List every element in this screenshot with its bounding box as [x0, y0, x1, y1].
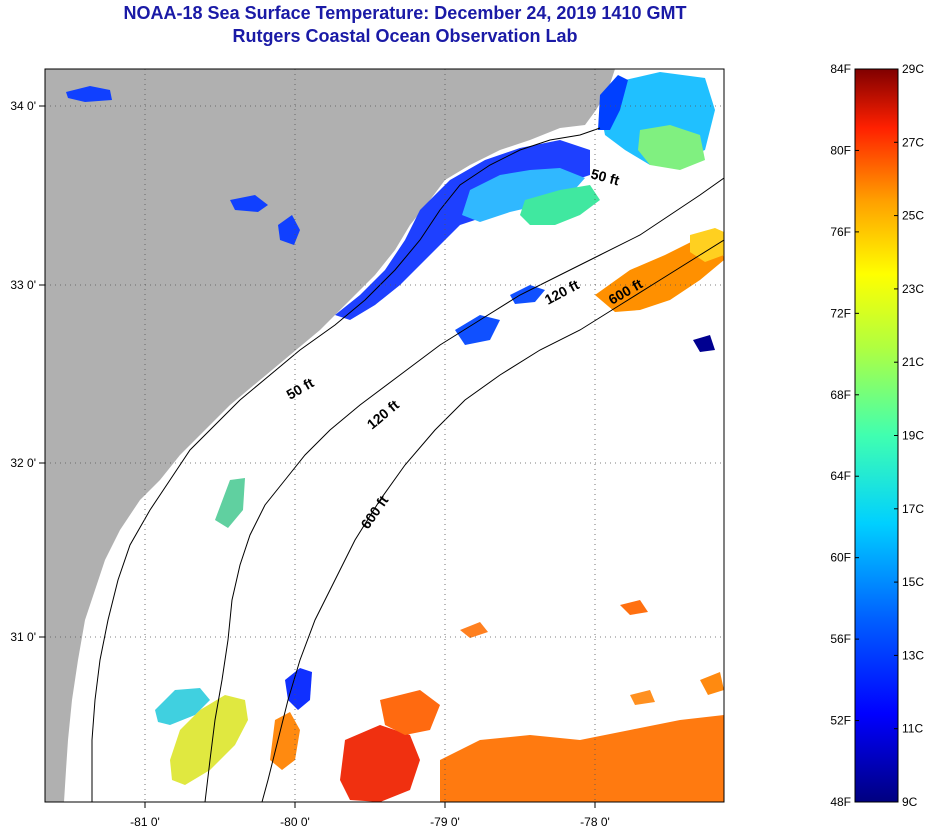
colorbar-c-label: 21C — [902, 355, 924, 369]
temperature-colorbar — [854, 68, 899, 803]
sst-north-green — [638, 125, 705, 170]
colorbar-f-label: 76F — [830, 225, 851, 239]
sst-blue-patch-mid — [455, 315, 500, 345]
sst-southwest-yellow — [170, 695, 248, 785]
colorbar-f-label: 68F — [830, 388, 851, 402]
sst-offshore-green — [520, 185, 600, 225]
colorbar-f-label: 56F — [830, 632, 851, 646]
colorbar-c-label: 29C — [902, 62, 924, 76]
sst-south-blue-small — [285, 668, 312, 710]
sst-blue-patch-inland-small — [66, 86, 112, 102]
colorbar-celsius-labels: 29C 27C 25C 23C 21C 19C 17C 15C 13C 11C 9C — [902, 62, 924, 809]
sst-orange-dot-center — [630, 690, 655, 705]
lat-tick-label: 33 0' — [10, 278, 36, 292]
sst-orange-dot-mid — [460, 622, 488, 638]
lat-tick-label: 34 0' — [10, 99, 36, 113]
colorbar-f-label: 60F — [830, 551, 851, 565]
isobath-120ft — [204, 177, 724, 802]
colorbar-c-label: 27C — [902, 135, 924, 149]
colorbar-f-label: 48F — [830, 795, 851, 809]
colorbar-f-label: 52F — [830, 714, 851, 728]
sst-southeast-orange — [440, 715, 724, 802]
sst-south-orange-broad — [380, 690, 440, 735]
colorbar-c-label: 17C — [902, 502, 924, 516]
lat-tick-label: 31 0' — [10, 630, 36, 644]
sst-north-blue-inshore — [598, 75, 628, 130]
sst-dark-blue-dot — [693, 335, 715, 352]
axis-ticks — [39, 105, 596, 808]
sst-south-orange — [270, 712, 300, 770]
colorbar-c-label: 11C — [902, 722, 923, 736]
colorbar-f-label: 64F — [830, 469, 851, 483]
sst-far-southeast-orange — [700, 672, 724, 695]
sst-southwest-cyan — [155, 688, 210, 725]
lat-tick-label: 32 0' — [10, 456, 36, 470]
isobath-50ft — [91, 127, 601, 802]
colorbar-f-label: 72F — [830, 306, 851, 320]
colorbar-c-label: 25C — [902, 209, 924, 223]
map-border — [44, 68, 725, 803]
colorbar-fahrenheit-labels: 84F 80F 76F 72F 68F 64F 60F 56F 52F 48F — [830, 62, 851, 809]
graticule — [45, 69, 724, 802]
colorbar-ticks — [855, 68, 898, 803]
sst-orange-dot-east — [620, 600, 648, 615]
colorbar-c-label: 23C — [902, 282, 924, 296]
colorbar-c-label: 13C — [902, 648, 924, 662]
colorbar-f-label: 80F — [830, 143, 851, 157]
sst-gulfstream-orange-north — [595, 235, 724, 312]
colorbar-c-label: 19C — [902, 429, 924, 443]
sst-coastal-cyan — [462, 168, 585, 222]
map-title: NOAA-18 Sea Surface Temperature: Decembe… — [123, 3, 687, 23]
sst-gulfstream-yellow-north — [690, 228, 724, 262]
sst-west-green-patch — [215, 478, 245, 528]
sst-blue-patch-inland — [278, 215, 300, 245]
map-subtitle: Rutgers Coastal Ocean Observation Lab — [232, 26, 578, 46]
lon-tick-label: -79 0' — [430, 815, 460, 829]
land-mass — [45, 69, 615, 802]
colorbar-c-label: 9C — [902, 795, 918, 809]
sst-blue-patch-north — [510, 285, 545, 304]
isobath-600ft — [261, 239, 724, 802]
isobath-label-50ft-north: 50 ft — [589, 165, 621, 188]
lon-tick-label: -81 0' — [130, 815, 160, 829]
sst-south-red — [340, 725, 420, 802]
colorbar-c-label: 15C — [902, 575, 924, 589]
colorbar-f-label: 84F — [830, 62, 851, 76]
lon-tick-label: -80 0' — [280, 815, 310, 829]
lon-tick-label: -78 0' — [580, 815, 610, 829]
map-area — [45, 69, 724, 802]
sst-blue-patch-inland-2 — [230, 195, 268, 212]
